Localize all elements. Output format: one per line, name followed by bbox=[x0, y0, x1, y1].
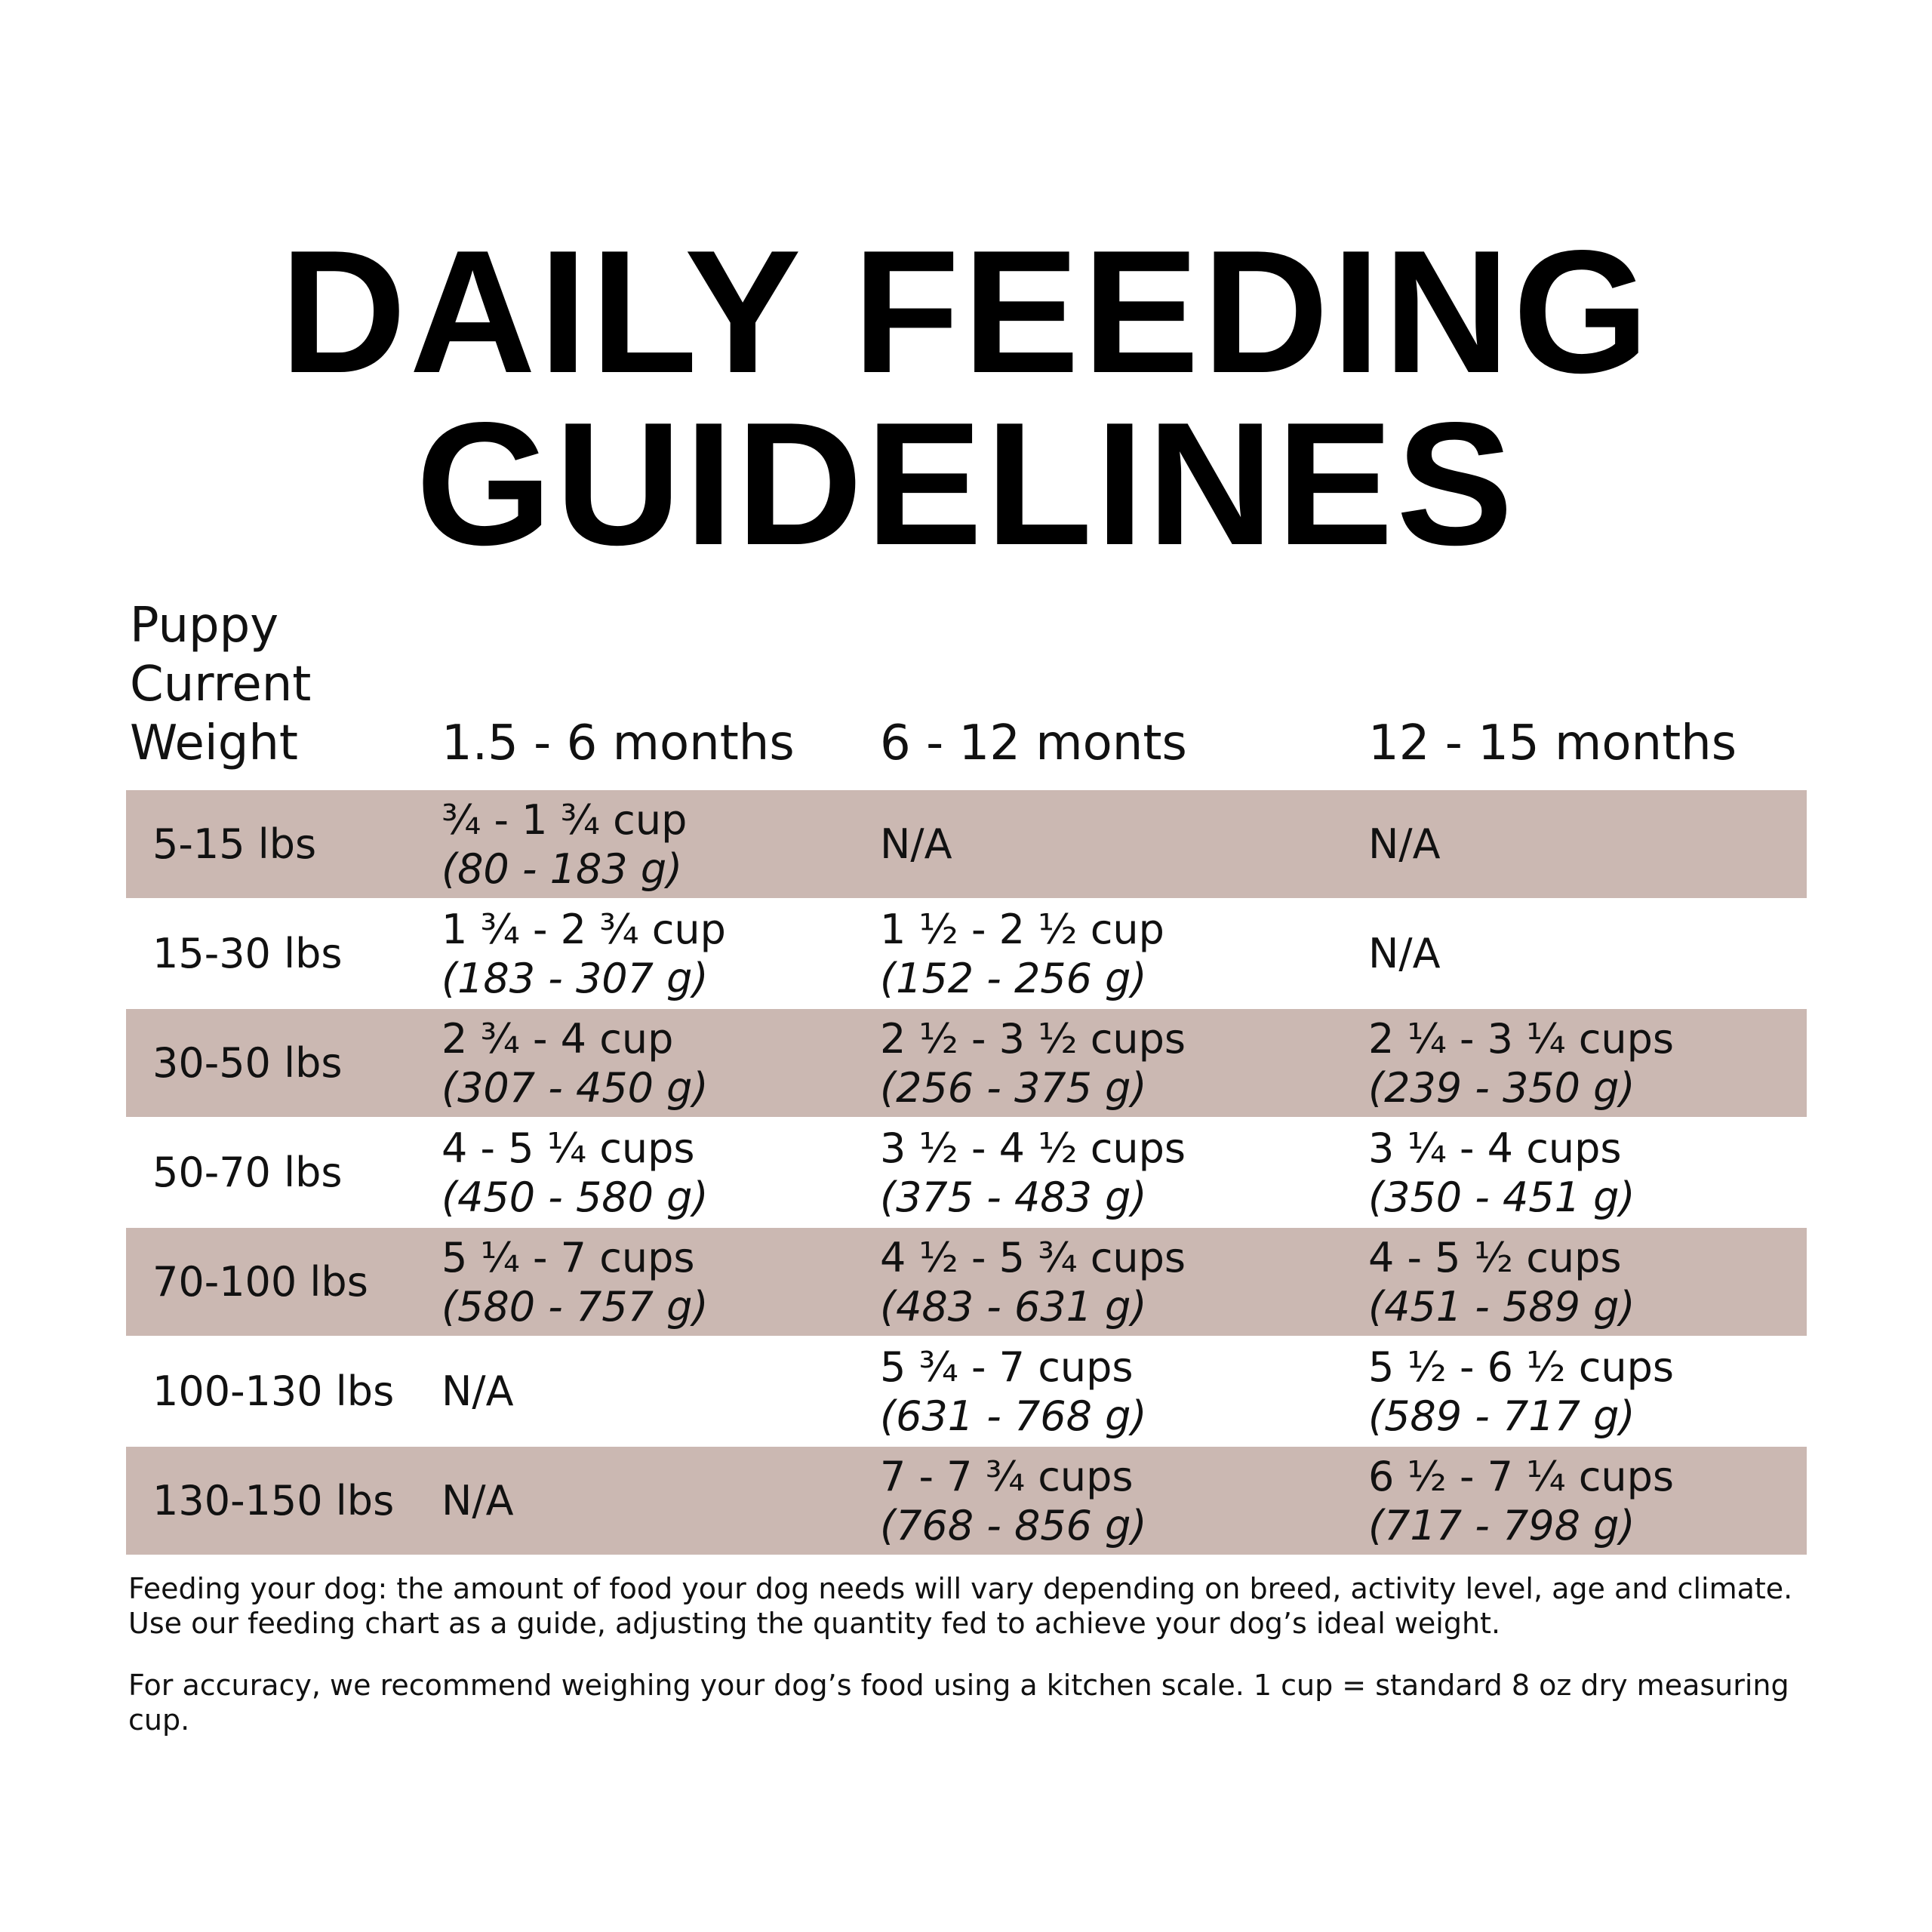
cell: N/A bbox=[441, 1367, 514, 1415]
column-header: 12 - 15 months bbox=[1368, 715, 1737, 771]
table-row: 30-50 lbs 2 ¾ - 4 cup (307 - 450 g) 2 ½ - 3… bbox=[126, 1009, 1807, 1118]
header-line: Puppy bbox=[130, 598, 279, 654]
cell: 1 ¾ - 2 ¾ cup (183 - 307 g) bbox=[441, 905, 880, 1003]
cup-amount: ¾ - 1 ¾ cup bbox=[441, 795, 688, 844]
weight-cell: 30-50 lbs bbox=[152, 1039, 343, 1087]
weight-cell: 50-70 lbs bbox=[152, 1149, 343, 1196]
title: DAILY FEEDING GUIDELINES bbox=[0, 214, 1932, 582]
column-header: 6 - 12 monts bbox=[880, 715, 1187, 771]
weight-cell: 5-15 lbs bbox=[152, 820, 317, 868]
title-line: GUIDELINES bbox=[416, 386, 1516, 582]
cell: 4 - 5 ¼ cups (450 - 580 g) bbox=[441, 1124, 880, 1222]
table-row: 50-70 lbs 4 - 5 ¼ cups (450 - 580 g) 3 ½ - … bbox=[126, 1118, 1807, 1228]
cell: 2 ¼ - 3 ¼ cups (239 - 350 g) bbox=[1368, 1014, 1807, 1112]
gram-amount: (631 - 768 g) bbox=[880, 1392, 1147, 1440]
cup-amount: 1 ¾ - 2 ¾ cup bbox=[441, 905, 726, 953]
cup-amount: 6 ½ - 7 ¼ cups bbox=[1368, 1452, 1675, 1500]
table-header: Puppy Current Weight 1.5 - 6 months 6 - … bbox=[126, 596, 1807, 773]
cell: 5 ½ - 6 ½ cups (589 - 717 g) bbox=[1368, 1343, 1807, 1441]
cup-amount: 7 - 7 ¾ cups bbox=[880, 1452, 1134, 1500]
cell: N/A bbox=[1368, 820, 1441, 868]
gram-amount: (350 - 451 g) bbox=[1368, 1173, 1635, 1221]
cup-amount: 4 ½ - 5 ¾ cups bbox=[880, 1233, 1186, 1281]
table-row: 100-130 lbs N/A 5 ¾ - 7 cups (631 - 768 g) 5… bbox=[126, 1337, 1807, 1447]
cell: 6 ½ - 7 ¼ cups (717 - 798 g) bbox=[1368, 1452, 1807, 1550]
header-line: Weight bbox=[130, 715, 298, 771]
cell: N/A bbox=[441, 1477, 514, 1524]
gram-amount: (580 - 757 g) bbox=[441, 1282, 709, 1331]
cup-amount: 2 ¼ - 3 ¼ cups bbox=[1368, 1014, 1675, 1063]
table-row: 130-150 lbs N/A 7 - 7 ¾ cups (768 - 856 g) 6… bbox=[126, 1447, 1807, 1556]
gram-amount: (152 - 256 g) bbox=[880, 954, 1147, 1002]
cup-amount: 5 ½ - 6 ½ cups bbox=[1368, 1343, 1675, 1391]
weight-cell: 70-100 lbs bbox=[152, 1258, 368, 1306]
cup-amount: 2 ½ - 3 ½ cups bbox=[880, 1014, 1186, 1063]
weight-cell: 130-150 lbs bbox=[152, 1477, 395, 1524]
title-line: DAILY FEEDING bbox=[279, 214, 1653, 410]
cell: 4 - 5 ½ cups (451 - 589 g) bbox=[1368, 1233, 1807, 1331]
weight-cell: 15-30 lbs bbox=[152, 930, 343, 977]
cell: N/A bbox=[880, 820, 952, 868]
cell: 5 ¾ - 7 cups (631 - 768 g) bbox=[880, 1343, 1368, 1441]
cup-amount: 3 ¼ - 4 cups bbox=[1368, 1124, 1622, 1172]
footer: Feeding your dog: the amount of food you… bbox=[128, 1571, 1811, 1764]
cell: 7 - 7 ¾ cups (768 - 856 g) bbox=[880, 1452, 1368, 1550]
table-row: 70-100 lbs 5 ¼ - 7 cups (580 - 757 g) 4 ½ -… bbox=[126, 1228, 1807, 1337]
gram-amount: (589 - 717 g) bbox=[1368, 1392, 1635, 1440]
cell: 5 ¼ - 7 cups (580 - 757 g) bbox=[441, 1233, 880, 1331]
cell: 1 ½ - 2 ½ cup (152 - 256 g) bbox=[880, 905, 1368, 1003]
gram-amount: (450 - 580 g) bbox=[441, 1173, 709, 1221]
cell: 3 ½ - 4 ½ cups (375 - 483 g) bbox=[880, 1124, 1368, 1222]
gram-amount: (375 - 483 g) bbox=[880, 1173, 1147, 1221]
cell: ¾ - 1 ¾ cup (80 - 183 g) bbox=[441, 795, 880, 894]
cup-amount: 3 ½ - 4 ½ cups bbox=[880, 1124, 1186, 1172]
gram-amount: (717 - 798 g) bbox=[1368, 1501, 1635, 1549]
gram-amount: (307 - 450 g) bbox=[441, 1063, 709, 1112]
gram-amount: (768 - 856 g) bbox=[880, 1501, 1147, 1549]
cell: 3 ¼ - 4 cups (350 - 451 g) bbox=[1368, 1124, 1807, 1222]
table-row: 5-15 lbs ¾ - 1 ¾ cup (80 - 183 g) N/A N/A bbox=[126, 790, 1807, 900]
table-body: 5-15 lbs ¾ - 1 ¾ cup (80 - 183 g) N/A N/A 15-… bbox=[126, 790, 1807, 1556]
cell: N/A bbox=[1368, 930, 1441, 977]
cup-amount: 4 - 5 ¼ cups bbox=[441, 1124, 695, 1172]
table-row: 15-30 lbs 1 ¾ - 2 ¾ cup (183 - 307 g) 1 ½ -… bbox=[126, 900, 1807, 1009]
header-line: Current bbox=[130, 657, 312, 712]
gram-amount: (183 - 307 g) bbox=[441, 954, 709, 1002]
cup-amount: 4 - 5 ½ cups bbox=[1368, 1233, 1622, 1281]
gram-amount: (256 - 375 g) bbox=[880, 1063, 1147, 1112]
cell: 2 ½ - 3 ½ cups (256 - 375 g) bbox=[880, 1014, 1368, 1112]
gram-amount: (451 - 589 g) bbox=[1368, 1282, 1635, 1331]
cell: 2 ¾ - 4 cup (307 - 450 g) bbox=[441, 1014, 880, 1112]
gram-amount: (239 - 350 g) bbox=[1368, 1063, 1635, 1112]
gram-amount: (80 - 183 g) bbox=[441, 844, 683, 893]
footer-note: For accuracy, we recommend weighing your… bbox=[128, 1669, 1789, 1737]
cell: 4 ½ - 5 ¾ cups (483 - 631 g) bbox=[880, 1233, 1368, 1331]
gram-amount: (483 - 631 g) bbox=[880, 1282, 1147, 1331]
cup-amount: 5 ¼ - 7 cups bbox=[441, 1233, 695, 1281]
weight-cell: 100-130 lbs bbox=[152, 1367, 395, 1415]
weight-header: Puppy Current Weight bbox=[126, 596, 441, 773]
footer-note: Feeding your dog: the amount of food you… bbox=[128, 1572, 1793, 1640]
cup-amount: 5 ¾ - 7 cups bbox=[880, 1343, 1134, 1391]
column-header: 1.5 - 6 months bbox=[441, 715, 795, 771]
cup-amount: 2 ¾ - 4 cup bbox=[441, 1014, 674, 1063]
cup-amount: 1 ½ - 2 ½ cup bbox=[880, 905, 1164, 953]
